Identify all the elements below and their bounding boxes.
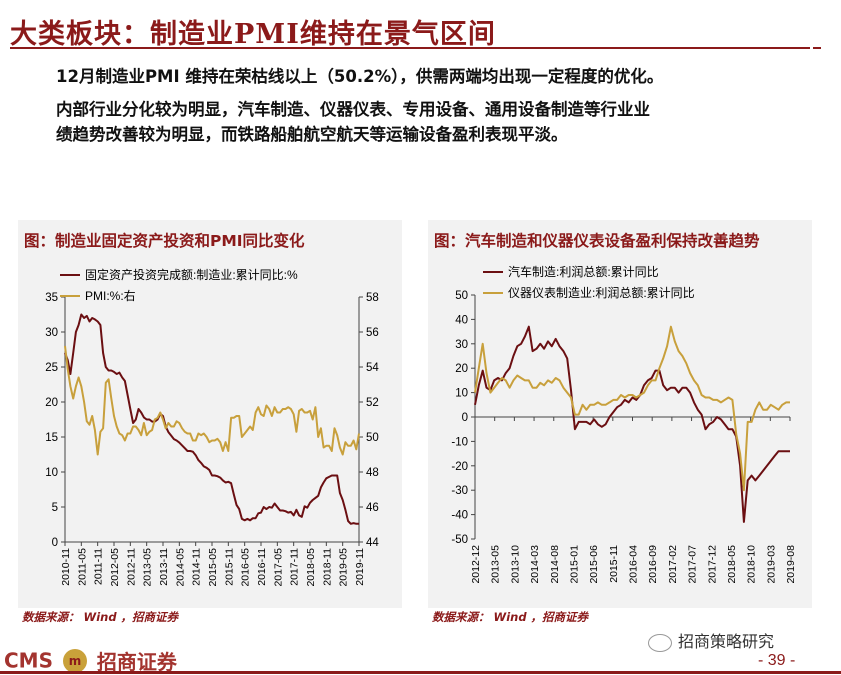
y-tick-label-left: 30	[45, 327, 58, 339]
y-tick-label-left: -40	[451, 510, 468, 522]
x-tick-label: 2011-05	[76, 548, 88, 586]
y-tick-label-right: 54	[366, 362, 379, 374]
y-tick-label-right: 46	[366, 502, 379, 514]
x-tick-label: 2013-11	[158, 548, 170, 586]
x-tick-label: 2010-11	[60, 548, 72, 586]
legend-label: 固定资产投资完成额:制造业:累计同比:%	[85, 267, 298, 282]
summary-line-3: 绩趋势改善较为明显，而铁路船舶航空航天等运输设备盈利表现平淡。	[56, 125, 568, 144]
y-tick-label-left: 5	[52, 502, 58, 514]
legend-label: PMI:%:右	[85, 288, 136, 303]
chart-svg-auto-instrument: -50 -40 -30 -20 -10 0 10 20 30 40 50 2012-12 2013-05…	[451, 264, 797, 584]
y-tick-label-left: -50	[451, 534, 468, 546]
data-source-left: 数据来源： Wind ，招商证券	[22, 610, 179, 624]
y-tick-label-right: 56	[366, 327, 379, 339]
x-tick-label: 2015-01	[568, 545, 580, 584]
y-tick-label-left: -20	[451, 461, 468, 473]
x-tick-label: 2019-11	[354, 548, 366, 586]
x-tick-label: 2013-10	[509, 545, 521, 584]
logo-emblem-icon: m	[62, 648, 87, 673]
x-tick-label: 2016-09	[647, 545, 659, 584]
chart-panel-auto-instrument: 图：汽车制造和仪器仪表设备盈利保持改善趋势 -50 -40 -30 -20 -10 0 10…	[428, 220, 812, 608]
wechat-account-name: 招商策略研究	[678, 632, 775, 651]
chart-svg-investment-pmi: 0 5 10 15 20 25 30 35 44 46 48 50 52 54 56 58 2010-11 201…	[45, 267, 379, 587]
x-tick-label: 2015-06	[588, 545, 600, 584]
x-tick-label: 2016-11	[256, 548, 268, 586]
y-tick-label-left: 35	[45, 292, 58, 304]
x-tick-label: 2015-11	[608, 545, 620, 583]
title-underline-end	[813, 47, 821, 49]
x-tick-label: 2019-08	[785, 545, 797, 584]
x-tick-label: 2017-07	[687, 545, 699, 584]
x-tick-label: 2014-11	[191, 548, 203, 586]
x-tick-label: 2018-10	[746, 545, 758, 584]
x-tick-label: 2017-05	[272, 548, 284, 587]
chart-panel-investment-pmi: 图：制造业固定资产投资和PMI同比变化 0 5 10 15 20 25 30 35 44 46 48…	[18, 220, 402, 608]
x-tick-label: 2013-05	[490, 545, 502, 584]
x-tick-label: 2016-05	[240, 548, 252, 587]
y-tick-label-right: 52	[366, 397, 379, 409]
y-tick-label-left: -10	[451, 436, 468, 448]
y-tick-label-left: 50	[455, 290, 468, 302]
x-tick-label: 2015-11	[223, 548, 235, 586]
x-tick-label: 2017-12	[706, 545, 718, 584]
summary-line-2: 内部行业分化较为明显，汽车制造、仪器仪表、专用设备、通用设备制造等行业业	[56, 100, 650, 119]
y-tick-label-right: 48	[366, 467, 379, 479]
y-tick-label-right: 58	[366, 292, 379, 304]
series-line-0	[64, 313, 359, 525]
x-tick-label: 2018-05	[305, 548, 317, 587]
logo-company-name: 招商证券	[96, 650, 177, 674]
x-tick-label: 2019-03	[765, 545, 777, 584]
x-tick-label: 2017-02	[667, 545, 679, 584]
x-tick-label: 2015-05	[207, 548, 219, 587]
y-tick-label-left: 10	[45, 467, 58, 479]
cms-logo: CMS m 招商证券	[4, 646, 177, 675]
y-tick-label-left: 20	[45, 397, 58, 409]
x-tick-label: 2013-05	[142, 548, 154, 587]
y-tick-label-left: 0	[462, 412, 468, 424]
y-tick-label-left: 20	[455, 363, 468, 375]
y-tick-label-left: 25	[45, 362, 58, 374]
footer-rule	[0, 671, 841, 674]
x-tick-label: 2014-05	[174, 548, 186, 587]
page-number: - 39 -	[758, 652, 796, 669]
chart-title: 图：制造业固定资产投资和PMI同比变化	[24, 232, 305, 250]
x-tick-label: 2014-08	[549, 545, 561, 584]
x-tick-label: 2011-11	[93, 548, 105, 585]
x-tick-label: 2012-11	[125, 548, 137, 586]
y-tick-label-left: 30	[455, 339, 468, 351]
summary-line-1: 12月制造业PMI 维持在荣枯线以上（50.2%），供需两端均出现一定程度的优化…	[56, 67, 664, 86]
y-tick-label-left: 40	[455, 314, 468, 326]
x-tick-label: 2014-03	[529, 545, 541, 584]
y-tick-label-left: 10	[455, 388, 468, 400]
x-tick-label: 2012-12	[470, 545, 482, 584]
x-tick-label: 2017-11	[289, 548, 301, 586]
series-line-1	[64, 345, 360, 456]
legend-label: 仪器仪表制造业:利润总额:累计同比	[508, 286, 695, 300]
legend-label: 汽车制造:利润总额:累计同比	[508, 264, 659, 279]
y-tick-label-right: 50	[366, 432, 379, 444]
data-source-right: 数据来源： Wind ，招商证券	[432, 610, 589, 624]
y-tick-label-right: 44	[366, 537, 379, 549]
series-line-0	[474, 325, 790, 523]
x-tick-label: 2018-11	[321, 548, 333, 586]
series-line-1	[474, 325, 790, 492]
chart-title: 图：汽车制造和仪器仪表设备盈利保持改善趋势	[434, 232, 760, 250]
logo-text: CMS	[4, 648, 53, 673]
x-tick-label: 2012-05	[109, 548, 121, 587]
x-tick-label: 2019-05	[338, 548, 350, 587]
wechat-icon	[648, 633, 672, 652]
y-tick-label-left: 0	[52, 537, 58, 549]
x-tick-label: 2018-05	[726, 545, 738, 584]
y-tick-label-left: 15	[45, 432, 58, 444]
x-tick-label: 2016-04	[628, 545, 640, 584]
wechat-account: 招商策略研究	[648, 628, 774, 652]
y-tick-label-left: -30	[451, 485, 468, 497]
page-title: 大类板块：制造业PMI维持在景气区间	[10, 19, 496, 50]
title-underline	[10, 47, 810, 49]
